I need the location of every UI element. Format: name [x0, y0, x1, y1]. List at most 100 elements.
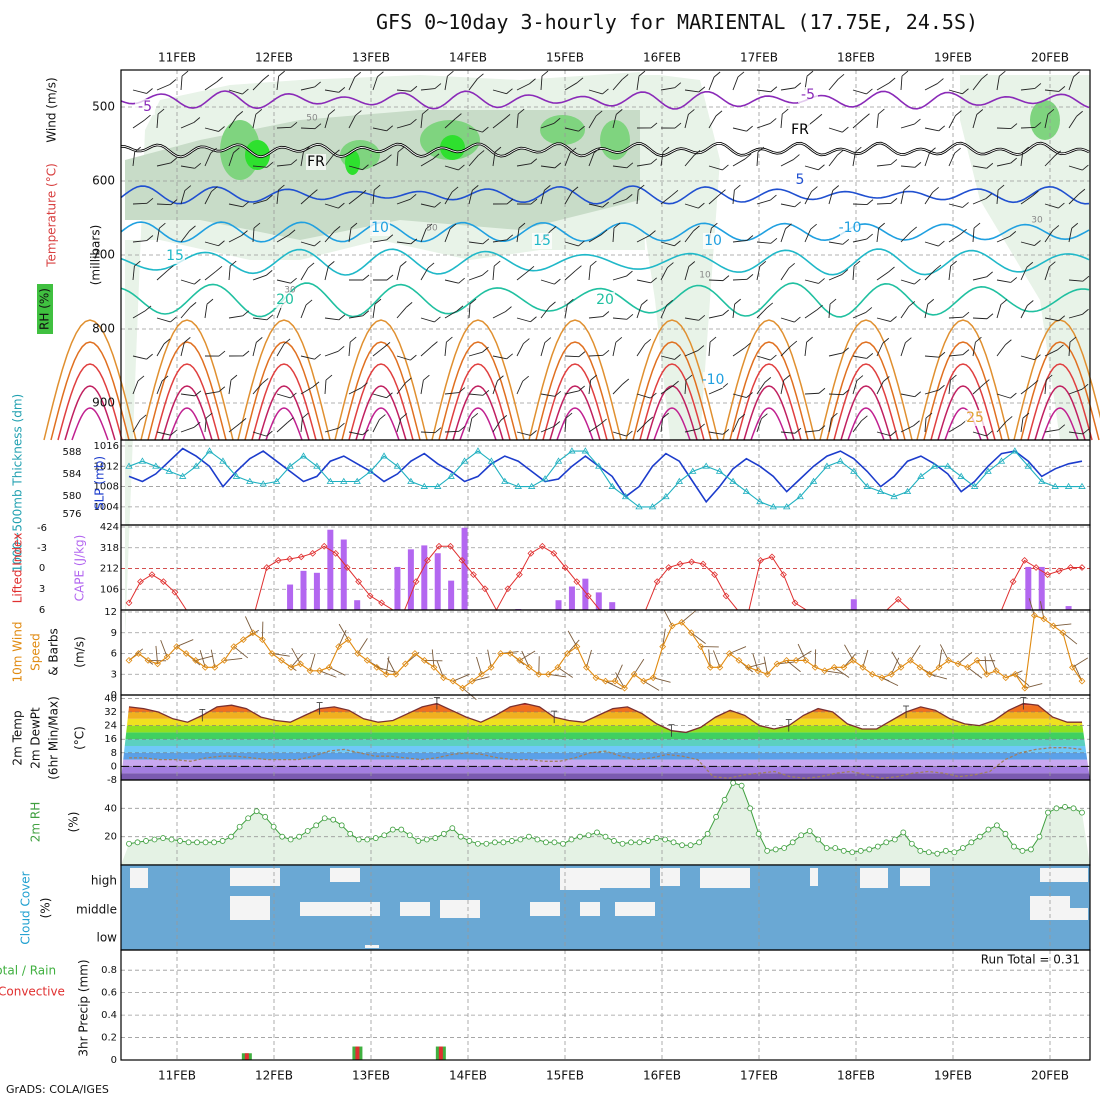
wind-speed-marker — [316, 667, 323, 675]
wind-barb — [348, 387, 362, 395]
wind-barb — [482, 389, 490, 396]
wind-barb — [444, 118, 456, 129]
wind-barb — [962, 88, 969, 95]
wind-barb — [746, 392, 753, 398]
thickness-marker — [715, 467, 724, 474]
wind-barb-10m — [713, 650, 721, 668]
wind-barb — [324, 203, 339, 209]
wind-barb — [708, 194, 720, 205]
wind-barb — [828, 304, 831, 319]
wind-barb — [960, 228, 967, 235]
rh-contour-label: 50 — [426, 224, 438, 234]
wind-barb — [863, 113, 870, 120]
thickness-marker — [447, 472, 455, 479]
wind-barb — [684, 230, 694, 243]
wind-barb — [348, 165, 363, 171]
wind-barb — [852, 89, 867, 95]
wind-speed-marker — [573, 643, 581, 650]
isotherm-dome — [840, 385, 892, 441]
wind-barb — [434, 83, 442, 89]
wind-barb — [553, 117, 561, 124]
rh-marker — [823, 845, 830, 851]
isotherm-dome — [528, 319, 622, 441]
wind-barb — [732, 393, 747, 398]
wind-barb — [506, 353, 514, 360]
isotherm-dome — [625, 319, 719, 441]
wind-barb — [516, 228, 520, 243]
wind-speed-marker — [659, 643, 667, 650]
wind-barb — [636, 279, 651, 284]
wind-barb — [876, 164, 891, 167]
wind-barb — [396, 266, 401, 281]
wind-barb — [914, 118, 921, 125]
wind-barb — [211, 186, 218, 192]
wind-barb — [554, 162, 562, 169]
lifted-index-marker — [171, 588, 179, 596]
wind-speed-marker — [182, 650, 190, 657]
y-axis-label-thickness: 1000~500mb Thickness (dm) — [11, 394, 25, 572]
wind-barb — [1047, 108, 1055, 115]
wind-barb — [444, 342, 447, 357]
wind-barb — [311, 189, 318, 196]
wind-barb-10m — [487, 649, 492, 668]
wind-barb — [312, 381, 320, 388]
wind-barb — [1068, 431, 1083, 435]
wind-barb — [973, 222, 981, 229]
wind-barb — [540, 393, 555, 397]
wind-barb — [540, 190, 545, 205]
wind-barb — [674, 240, 681, 247]
wind-barb — [1022, 146, 1029, 153]
wind-barb — [410, 238, 418, 245]
wind-barb — [194, 162, 202, 169]
wind-barb — [972, 431, 987, 437]
thickness-marker — [1011, 447, 1019, 454]
wind-barb — [698, 202, 705, 209]
wind-barb — [204, 153, 212, 167]
wind-barb — [492, 380, 498, 395]
wind-barb — [852, 238, 867, 243]
wind-barb — [236, 111, 244, 117]
wind-barb — [431, 341, 438, 347]
wind-barb — [355, 110, 362, 116]
wind-barb — [924, 241, 939, 247]
wind-barb — [180, 165, 195, 169]
thickness-marker — [487, 457, 496, 464]
wind-barb — [650, 158, 658, 165]
wind-barb — [564, 355, 580, 358]
wind-barb — [948, 152, 956, 167]
wind-speed-marker — [583, 663, 590, 671]
wind-barb — [564, 152, 571, 167]
wind-barb — [996, 127, 1012, 130]
wind-barb — [876, 381, 884, 395]
wind-barb — [711, 222, 718, 229]
wind-barb — [156, 228, 160, 243]
thickness-marker — [246, 477, 254, 484]
wind-barb — [215, 265, 223, 272]
wind-barb — [626, 430, 633, 437]
rh-marker — [466, 838, 473, 844]
wind-speed-marker — [230, 643, 238, 650]
rh-marker — [432, 835, 439, 841]
lifted-index-marker — [286, 555, 294, 563]
wind-barb — [876, 82, 890, 91]
wind-barb — [540, 306, 550, 319]
wind-speed-marker — [697, 643, 705, 650]
wind-speed-marker — [821, 667, 829, 675]
wind-barb — [746, 125, 753, 132]
wind-barb — [900, 231, 912, 243]
wind-barb — [1044, 114, 1049, 129]
wind-barb — [636, 304, 642, 319]
isotherm-dome — [632, 341, 712, 441]
rh-marker — [764, 847, 771, 854]
wind-barb — [852, 311, 867, 319]
rh-marker — [143, 838, 149, 844]
thickness-marker — [1038, 477, 1046, 484]
contour-label-bg — [790, 122, 810, 138]
thickness-marker — [917, 472, 925, 479]
wind-barb — [290, 159, 298, 165]
wind-barb — [348, 315, 363, 319]
wind-barb — [540, 122, 555, 129]
cloud-clear-cell — [365, 945, 379, 948]
wind-barb — [492, 239, 507, 243]
thickness-marker — [903, 487, 912, 495]
